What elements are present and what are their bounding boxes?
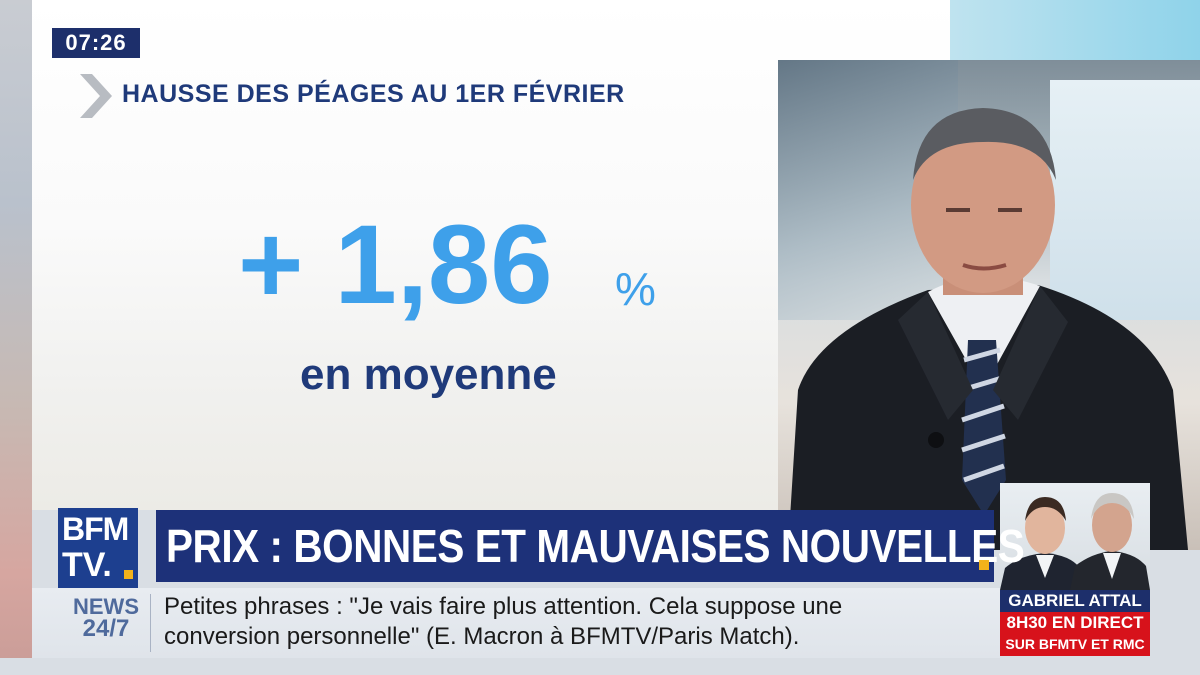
news-label-bottom: 24/7 — [82, 615, 130, 642]
logo-text-bottom: TV. — [62, 546, 112, 584]
guest-photos — [1000, 483, 1150, 590]
ticker-line-2: conversion personnelle" (E. Macron à BFM… — [164, 623, 800, 650]
presenter-image — [788, 108, 1188, 550]
studio-video — [778, 60, 1200, 550]
headline-text: PRIX : BONNES ET MAUVAISES NOUVELLES — [166, 520, 1025, 572]
guest-name: GABRIEL ATTAL — [1000, 590, 1150, 612]
main-value: + 1,86 — [238, 202, 553, 327]
panel-subtitle: en moyenne — [300, 350, 557, 399]
ticker-divider — [150, 594, 151, 652]
news-24-7-label: NEWS 24/7 — [70, 594, 142, 642]
panel-headline: HAUSSE DES PÉAGES AU 1ER FÉVRIER — [122, 80, 625, 108]
ticker-text: Petites phrases : "Je vais faire plus at… — [164, 592, 984, 652]
guest-schedule-badge: 8H30 EN DIRECT SUR BFMTV ET RMC — [1000, 612, 1150, 656]
headline-dot — [979, 560, 989, 570]
clock: 07:26 — [52, 28, 140, 58]
guest-channels: SUR BFMTV ET RMC — [1005, 636, 1145, 652]
guest-time: 8H30 EN DIRECT — [1006, 613, 1144, 632]
news-ticker — [32, 588, 1000, 658]
news-label-top: NEWS — [73, 594, 139, 619]
bottom-strip — [0, 658, 1200, 675]
main-value-unit: % — [615, 263, 656, 315]
chevron-right-icon — [80, 74, 112, 118]
background-left-strip — [0, 0, 32, 675]
ticker-line-1: Petites phrases : "Je vais faire plus at… — [164, 593, 843, 620]
studio-background-window — [1050, 80, 1200, 320]
guest-portraits-image — [1000, 493, 1150, 590]
bfmtv-logo: BFM TV. — [58, 508, 138, 588]
logo-text-top: BFM — [62, 511, 129, 547]
background-top-right — [950, 0, 1200, 60]
logo-dot — [124, 570, 133, 579]
headline-bar: PRIX : BONNES ET MAUVAISES NOUVELLES — [156, 510, 1025, 582]
